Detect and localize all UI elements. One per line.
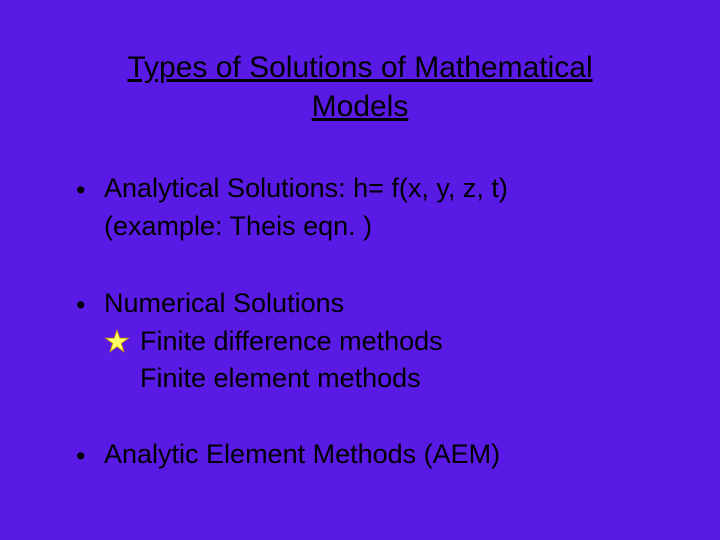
bullet-row: • Numerical Solutions: [70, 285, 650, 323]
bullet-numerical: • Numerical Solutions Finite difference …: [70, 285, 650, 396]
title-line-2: Models: [312, 90, 409, 123]
bullet-row: • Analytic Element Methods (AEM): [70, 436, 650, 474]
sub-item-text: Finite difference methods: [140, 323, 443, 359]
star-icon: [104, 323, 140, 355]
bullet-marker: •: [70, 285, 104, 323]
sub-item-fem: Finite element methods: [70, 360, 650, 396]
bullet-aem: • Analytic Element Methods (AEM): [70, 436, 650, 474]
bullet-marker: •: [70, 170, 104, 208]
bullet-analytical: • Analytical Solutions: h= f(x, y, z, t)…: [70, 170, 650, 245]
bullet-row: • Analytical Solutions: h= f(x, y, z, t): [70, 170, 650, 208]
title-line-1: Types of Solutions of Mathematical: [127, 51, 592, 84]
slide: Types of Solutions of Mathematical Model…: [0, 0, 720, 540]
bullet-text: Numerical Solutions: [104, 285, 650, 321]
bullet-text: Analytical Solutions: h= f(x, y, z, t): [104, 170, 650, 206]
bullet-subline: (example: Theis eqn. ): [70, 208, 650, 244]
slide-title: Types of Solutions of Mathematical Model…: [70, 48, 650, 126]
sub-item-fdm: Finite difference methods: [70, 323, 650, 359]
bullet-marker: •: [70, 436, 104, 474]
bullet-text: Analytic Element Methods (AEM): [104, 436, 650, 472]
